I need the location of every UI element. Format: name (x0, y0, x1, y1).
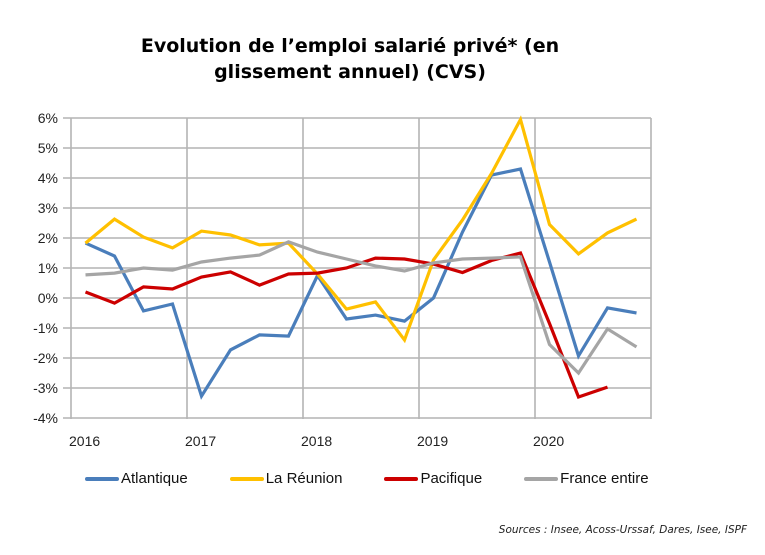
series-line-france-entire (85, 240, 638, 376)
y-tick-label: 5% (38, 140, 58, 156)
chart-title: Evolution de l’emploi salarié privé* (en… (100, 33, 600, 85)
legend-swatch (524, 476, 559, 481)
legend-label: France entire (560, 470, 649, 487)
source-note: Sources : Insee, Acoss-Urssaf, Dares, Is… (498, 524, 747, 536)
y-tick-label: -4% (33, 410, 58, 426)
x-tick-label: 2016 (69, 433, 100, 449)
y-tick-label: 2% (38, 230, 58, 246)
y-gridlines (63, 117, 651, 419)
y-tick-label: 3% (38, 200, 58, 216)
legend-item: France entire (524, 470, 649, 487)
chart-title-line-2: glissement annuel) (CVS) (214, 61, 486, 83)
y-tick-label: 6% (38, 110, 58, 126)
x-tick-label: 2019 (417, 433, 448, 449)
legend-label: La Réunion (265, 470, 343, 487)
series-line-la-r-union (84, 115, 638, 344)
y-tick-label: 4% (38, 170, 58, 186)
y-tick-label: 0% (38, 290, 58, 306)
y-tick-label: -1% (33, 320, 58, 336)
legend: Atlantique La Réunion Pacifique France enti… (85, 470, 691, 487)
x-tick-label: 2018 (301, 433, 332, 449)
legend-item: Atlantique (85, 470, 188, 487)
legend-item: Pacifique (384, 470, 482, 487)
x-tick-label: 2020 (533, 433, 564, 449)
chart-title-line-1: Evolution de l’emploi salarié privé* (en (140, 35, 560, 57)
legend-swatch (85, 476, 119, 481)
series-line-atlantique (84, 167, 637, 400)
x-gridlines (70, 118, 652, 419)
x-axis-tick-labels: 2016 2017 2018 2019 2020 (69, 433, 564, 449)
y-tick-label: 1% (38, 260, 58, 276)
legend-item: La Réunion (229, 470, 343, 487)
y-tick-label: -2% (33, 350, 58, 366)
legend-label: Atlantique (121, 470, 188, 487)
x-tick-label: 2017 (185, 433, 216, 449)
legend-swatch (229, 476, 264, 481)
series-line-pacifique (84, 251, 609, 400)
y-tick-label: -3% (33, 380, 58, 396)
series-lines (84, 115, 638, 400)
y-axis-tick-labels: 6% 5% 4% 3% 2% 1% 0% -1% -2% -3% -4% (33, 110, 58, 426)
legend-label: Pacifique (420, 470, 483, 487)
legend-swatch (384, 476, 419, 481)
